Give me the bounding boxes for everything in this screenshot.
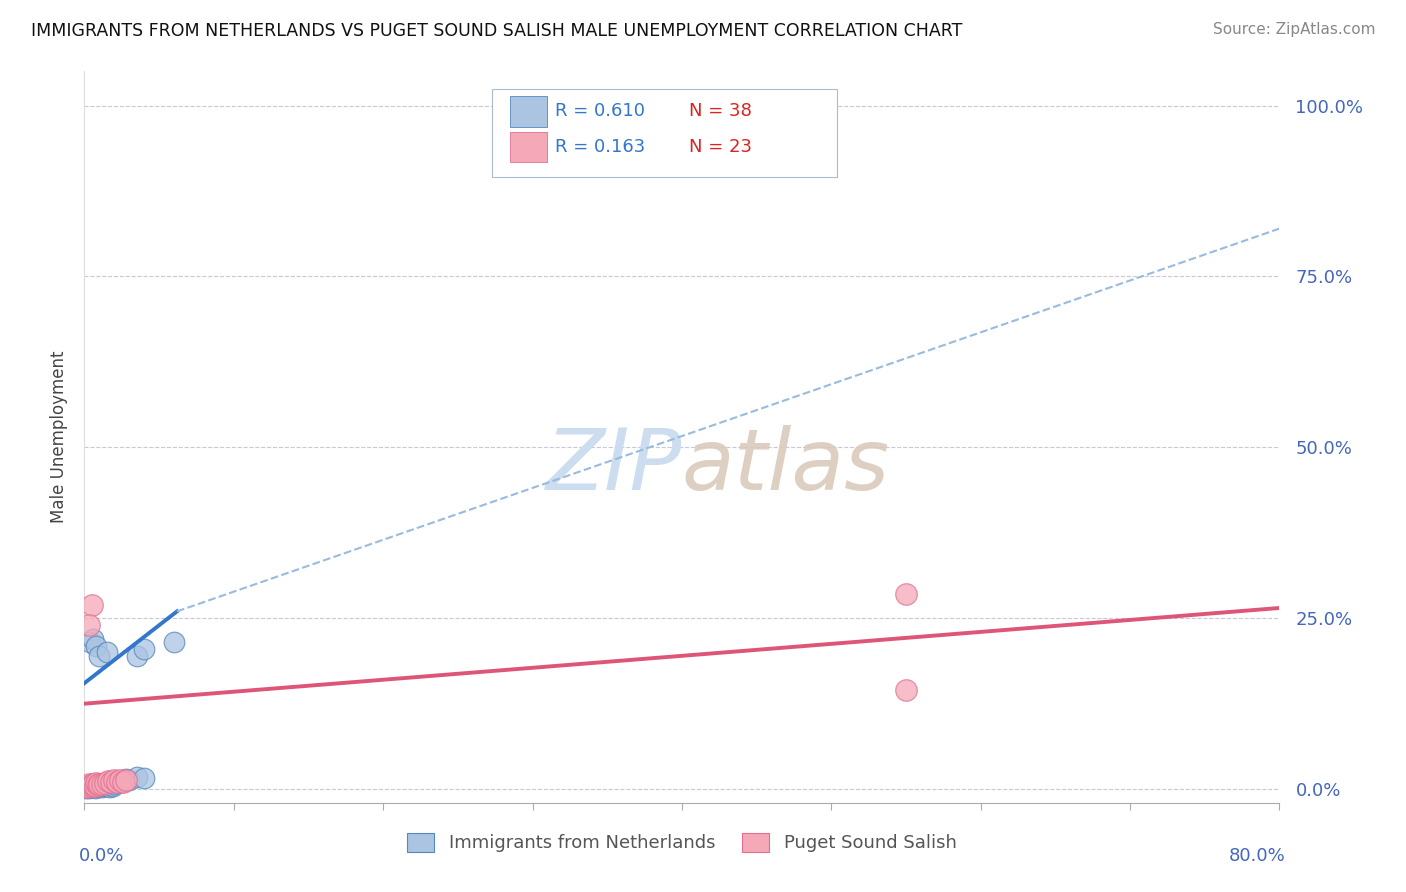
Point [115, 773, 138, 788]
Point [96, 645, 118, 659]
Point [80, 598, 103, 612]
Text: R = 0.610: R = 0.610 [555, 103, 645, 120]
Point [125, 648, 148, 663]
Point [86, 779, 108, 793]
Point [96, 779, 118, 793]
Point [86, 639, 108, 653]
Point [80, 778, 103, 792]
Point [103, 777, 125, 791]
Text: 0.0%: 0.0% [79, 847, 124, 864]
Text: N = 38: N = 38 [689, 103, 752, 120]
Text: Source: ZipAtlas.com: Source: ZipAtlas.com [1212, 22, 1375, 37]
Text: atlas: atlas [682, 425, 890, 508]
Point [163, 635, 186, 649]
Point [98, 780, 121, 794]
Point [79, 779, 101, 793]
Point [80, 778, 103, 792]
Point [894, 683, 917, 698]
Point [894, 587, 917, 601]
Point [105, 774, 128, 789]
Point [79, 780, 101, 794]
Point [112, 775, 135, 789]
Point [90, 779, 112, 793]
Point [125, 770, 148, 784]
Point [94, 776, 117, 790]
Point [103, 773, 125, 788]
Point [101, 780, 124, 794]
Point [89, 780, 111, 794]
Point [132, 771, 156, 785]
Point [79, 635, 101, 649]
Point [75, 779, 97, 793]
Point [77, 780, 100, 795]
Point [77, 777, 100, 791]
Y-axis label: Male Unemployment: Male Unemployment [49, 351, 67, 524]
Point [77, 618, 100, 632]
Point [94, 780, 117, 794]
Point [77, 780, 100, 794]
Point [100, 775, 122, 789]
Point [97, 777, 120, 791]
Text: R = 0.163: R = 0.163 [555, 138, 645, 156]
Point [80, 780, 103, 794]
Text: ZIP: ZIP [546, 425, 682, 508]
Point [91, 780, 114, 794]
Point [75, 780, 97, 795]
Point [86, 776, 108, 790]
Text: IMMIGRANTS FROM NETHERLANDS VS PUGET SOUND SALISH MALE UNEMPLOYMENT CORRELATION : IMMIGRANTS FROM NETHERLANDS VS PUGET SOU… [31, 22, 962, 40]
Point [83, 780, 105, 795]
Point [89, 648, 111, 663]
Point [83, 779, 105, 793]
Point [76, 780, 98, 794]
Point [82, 777, 104, 791]
Point [91, 777, 114, 791]
Point [76, 780, 98, 794]
Point [115, 772, 138, 786]
Point [110, 772, 132, 787]
Legend: Immigrants from Netherlands, Puget Sound Salish: Immigrants from Netherlands, Puget Sound… [399, 826, 965, 860]
Point [76, 780, 98, 794]
Point [132, 642, 156, 657]
Point [82, 780, 104, 794]
Point [118, 773, 141, 788]
Text: N = 23: N = 23 [689, 138, 752, 156]
Point [100, 778, 122, 792]
Point [105, 773, 128, 788]
Point [97, 773, 120, 788]
Point [87, 780, 110, 794]
Point [89, 777, 111, 791]
Point [87, 778, 110, 792]
Text: 80.0%: 80.0% [1229, 847, 1285, 864]
Point [82, 632, 104, 646]
Point [111, 775, 134, 789]
Point [93, 777, 115, 791]
Point [89, 778, 111, 792]
